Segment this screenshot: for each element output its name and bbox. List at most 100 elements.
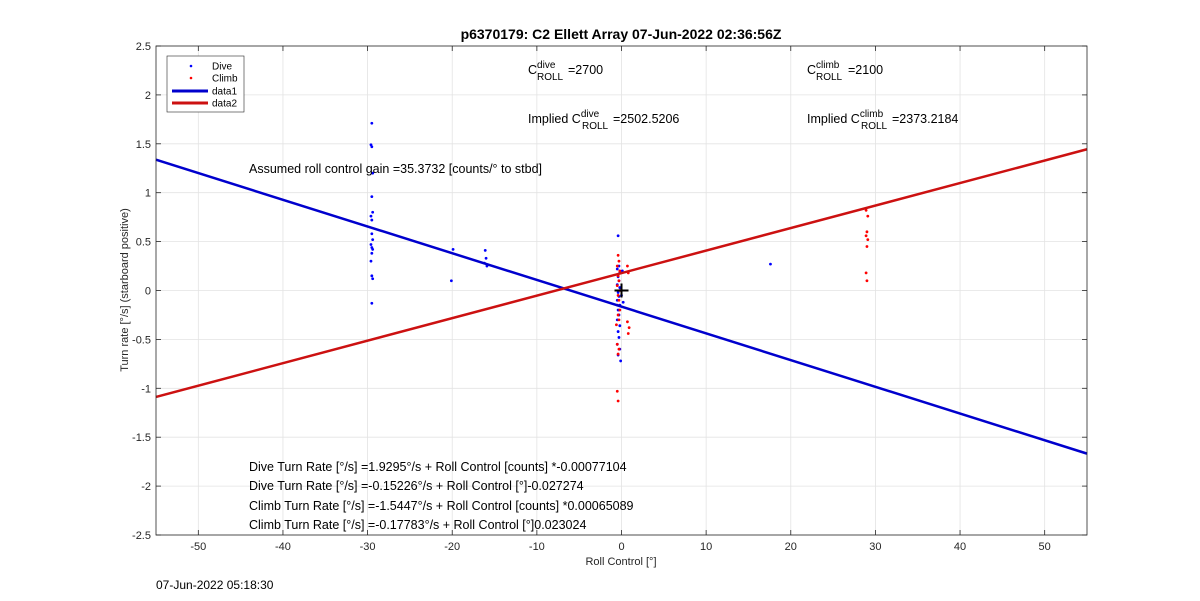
climb-point — [615, 342, 619, 346]
legend: Dive Climb data1 data2 — [166, 55, 245, 113]
c-sup-climb: climb — [816, 60, 840, 71]
climb-point — [864, 208, 868, 212]
dive-point — [617, 336, 621, 339]
climb-point — [615, 323, 618, 327]
c-base: C — [807, 63, 816, 77]
dive-point — [616, 234, 620, 238]
y-tick-label: 0 — [145, 286, 151, 298]
legend-climb-marker — [189, 76, 193, 80]
climb-point — [617, 347, 621, 351]
dive-point — [616, 291, 620, 294]
y-tick-label: 0.5 — [136, 237, 151, 249]
gain-annotation: Assumed roll control gain =35.3732 [coun… — [249, 162, 542, 176]
c-sub-roll: ROLL — [582, 121, 609, 132]
dive-point — [483, 249, 487, 252]
dive-point — [451, 248, 455, 251]
c-sup-dive: dive — [581, 109, 600, 120]
dive-eq-counts: Dive Turn Rate [°/s] =1.9295°/s + Roll C… — [249, 460, 627, 474]
implied-climb-value: =2373.2184 — [892, 112, 958, 126]
dive-point — [616, 330, 620, 333]
dive-eq-degrees: Dive Turn Rate [°/s] =-0.15226°/s + Roll… — [249, 479, 584, 493]
climb-point — [866, 214, 870, 218]
c-roll-dive-annotation: Cdive ROLL =2700 — [528, 60, 603, 83]
dive-point — [370, 251, 374, 255]
c-base: C — [528, 63, 537, 77]
x-tick-label: 20 — [785, 541, 797, 553]
x-tick-label: -20 — [444, 541, 460, 553]
y-tick-label: -1.5 — [132, 432, 151, 444]
x-tick-label: -10 — [529, 541, 545, 553]
y-tick-label: -1 — [141, 383, 151, 395]
y-tick-label: 2.5 — [136, 41, 151, 53]
climb-eq-degrees: Climb Turn Rate [°/s] =-0.17783°/s + Rol… — [249, 518, 586, 532]
dive-point — [369, 259, 373, 263]
climb-point — [864, 271, 868, 275]
climb-point — [865, 230, 869, 234]
climb-point — [864, 234, 868, 238]
dive-point — [370, 301, 374, 305]
dive-point — [371, 277, 375, 281]
chart-title: p6370179: C2 Ellett Array 07-Jun-2022 02… — [461, 26, 782, 42]
climb-point — [617, 298, 621, 302]
y-tick-label: 1 — [145, 188, 151, 200]
climb-point — [865, 279, 869, 283]
dive-point — [621, 300, 625, 304]
dive-point — [371, 210, 375, 214]
legend-climb-label: Climb — [212, 74, 238, 85]
climb-point — [627, 326, 631, 330]
climb-point — [616, 293, 620, 297]
y-tick-label: -0.5 — [132, 334, 151, 346]
x-tick-label: 10 — [700, 541, 712, 553]
c-sup-dive: dive — [537, 60, 556, 71]
dive-point — [370, 121, 374, 125]
dive-point — [369, 243, 373, 246]
x-tick-label: -40 — [275, 541, 291, 553]
x-tick-label: 40 — [954, 541, 966, 553]
dive-point — [619, 359, 623, 363]
climb-point — [617, 259, 621, 263]
c-dive-value: =2700 — [568, 63, 603, 77]
dive-point — [371, 171, 375, 175]
climb-point — [618, 269, 622, 273]
c-sub-roll: ROLL — [861, 121, 888, 132]
climb-point — [616, 253, 620, 257]
x-axis-label: Roll Control [°] — [585, 556, 656, 568]
c-sup-climb: climb — [860, 109, 884, 120]
x-tick-label: 50 — [1039, 541, 1051, 553]
climb-point — [616, 313, 620, 317]
climb-point — [626, 332, 630, 335]
dive-point — [484, 256, 488, 260]
c-sub-roll: ROLL — [816, 72, 843, 83]
climb-point — [615, 264, 619, 268]
legend-dive-label: Dive — [212, 62, 232, 73]
climb-point — [618, 308, 622, 312]
climb-point — [615, 389, 619, 393]
x-tick-label: 30 — [869, 541, 881, 553]
implied-prefix: Implied — [807, 112, 851, 126]
x-tick-label: 0 — [618, 541, 624, 553]
ticks: -50 -40 -30 -20 -10 0 10 20 30 40 50-2.5-2-1.5-1-0… — [132, 41, 1087, 553]
y-tick-label: 1.5 — [136, 139, 151, 151]
data2-fit-line — [155, 148, 1088, 399]
dive-point — [370, 232, 374, 236]
dive-point — [769, 262, 772, 266]
dive-point — [370, 145, 374, 149]
dive-point — [371, 238, 375, 242]
dive-point — [370, 274, 374, 278]
implied-prefix: Implied — [528, 112, 572, 126]
dive-point — [370, 195, 374, 199]
dive-point — [369, 214, 373, 218]
legend-data1-label: data1 — [212, 87, 237, 98]
climb-point — [626, 320, 629, 324]
y-tick-label: -2.5 — [132, 530, 151, 542]
implied-c-roll-climb-annotation: Implied Cclimb ROLL =2373.2184 — [807, 109, 958, 132]
legend-dive-marker — [189, 64, 193, 68]
climb-point — [866, 238, 870, 242]
c-base: C — [572, 112, 581, 126]
c-base: C — [851, 112, 860, 126]
c-sub-roll: ROLL — [537, 72, 564, 83]
dive-point — [371, 248, 375, 251]
dive-point — [449, 279, 453, 283]
climb-point — [617, 279, 621, 283]
